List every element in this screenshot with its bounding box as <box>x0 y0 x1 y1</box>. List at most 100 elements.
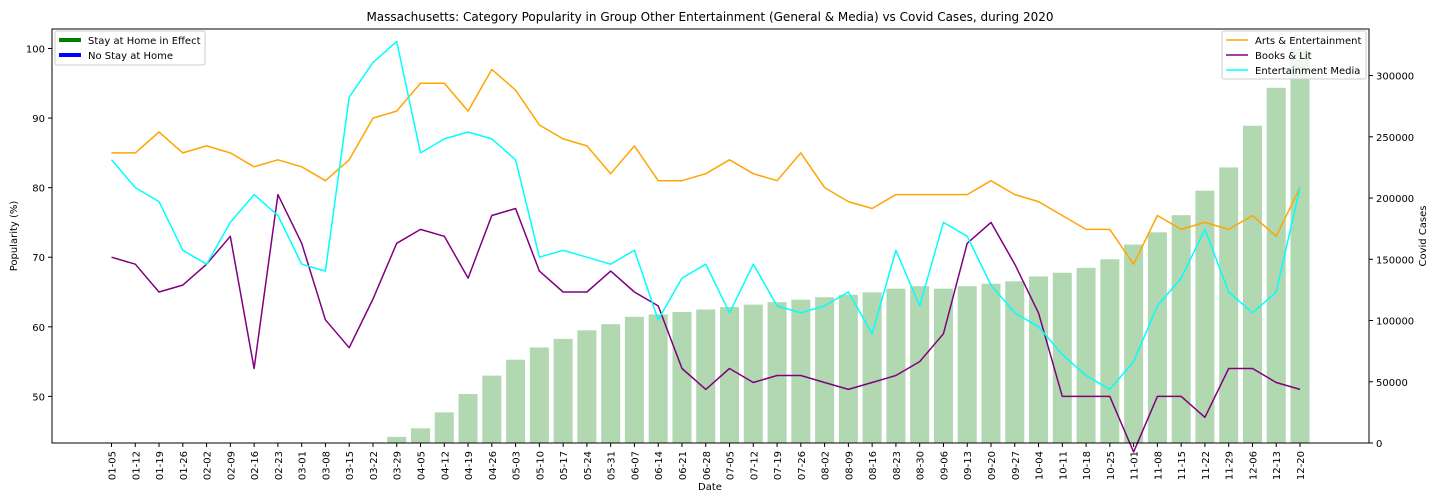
x-tick-label: 08-16 <box>868 451 879 480</box>
covid-cases-bar <box>1124 244 1144 443</box>
legend-label-stay-at-home: Stay at Home in Effect <box>88 36 201 47</box>
covid-cases-bar <box>1029 276 1049 443</box>
x-tick-label: 01-12 <box>131 451 142 480</box>
bars-layer <box>363 48 1310 444</box>
legend-right: Arts & Entertainment Books & Lit Enterta… <box>1221 30 1367 80</box>
covid-cases-bar <box>1242 125 1262 444</box>
x-tick-label: 11-08 <box>1153 451 1164 480</box>
covid-cases-bar <box>910 286 930 443</box>
y2-tick-label: 0 <box>1376 439 1382 450</box>
y-tick-label: 60 <box>32 323 45 334</box>
x-tick-label: 03-08 <box>321 451 332 480</box>
x-tick-label: 12-06 <box>1248 451 1259 480</box>
x-tick-label: 02-09 <box>226 451 237 480</box>
x-tick-label: 12-13 <box>1272 451 1283 480</box>
covid-cases-bar <box>1219 167 1239 444</box>
x-tick-label: 09-13 <box>963 451 974 480</box>
y2-tick-label: 100000 <box>1376 317 1414 328</box>
covid-cases-bar <box>791 299 811 443</box>
legend-label-arts-entertainment: Arts & Entertainment <box>1255 36 1361 47</box>
x-tick-label: 06-21 <box>678 451 689 480</box>
covid-cases-bar <box>624 316 644 443</box>
covid-cases-bar <box>529 347 549 443</box>
y-tick-label: 50 <box>32 392 45 403</box>
legend-label-entertainment-media: Entertainment Media <box>1255 66 1360 77</box>
x-tick-label: 06-14 <box>654 451 665 480</box>
x-tick-label: 11-15 <box>1177 451 1188 480</box>
series-line-entertainment-media <box>110 40 1301 391</box>
covid-cases-bar <box>743 304 763 443</box>
x-tick-label: 02-23 <box>274 451 285 480</box>
covid-cases-bar <box>1266 87 1286 443</box>
x-tick-label: 04-12 <box>440 451 451 480</box>
covid-cases-bar <box>1147 232 1167 443</box>
y-tick-label: 80 <box>32 184 45 195</box>
x-tick-label: 09-06 <box>939 451 950 480</box>
x-tick-label: 04-26 <box>488 451 499 480</box>
y2-axis-label: Covid Cases <box>1418 205 1429 266</box>
legend-right-frame <box>1221 30 1367 80</box>
x-tick-label: 06-28 <box>702 451 713 480</box>
x-tick-label: 10-25 <box>1106 451 1117 480</box>
covid-cases-bar <box>506 359 526 443</box>
covid-cases-bar <box>720 307 740 443</box>
covid-cases-bar <box>886 288 906 443</box>
y2-tick-label: 200000 <box>1376 194 1414 205</box>
covid-cases-bar <box>767 302 787 443</box>
x-tick-label: 01-26 <box>179 451 190 480</box>
plot-frame <box>51 28 1370 444</box>
x-tick-label: 05-24 <box>583 451 594 480</box>
x-tick-label: 03-01 <box>298 451 309 480</box>
x-tick-label: 07-26 <box>797 451 808 480</box>
y-tick-label: 90 <box>32 114 45 125</box>
x-tick-label: 07-12 <box>749 451 760 480</box>
covid-cases-bar <box>1290 48 1310 444</box>
x-tick-label: 12-20 <box>1296 451 1307 480</box>
covid-cases-bar <box>387 436 407 443</box>
series-line-books-lit <box>111 193 1301 453</box>
series-line-arts-entertainment <box>111 68 1301 265</box>
x-tick-label: 11-22 <box>1201 451 1212 480</box>
legend-left: Stay at Home in Effect No Stay at Home <box>54 30 206 66</box>
x-tick-label: 09-27 <box>1011 451 1022 480</box>
covid-cases-bar <box>482 375 502 443</box>
x-tick-label: 02-16 <box>250 451 261 480</box>
y2-tick-label: 150000 <box>1376 255 1414 266</box>
covid-cases-bar <box>601 324 621 443</box>
x-tick-label: 07-05 <box>726 451 737 480</box>
lines-layer <box>110 40 1301 453</box>
y-tick-label: 70 <box>32 253 45 264</box>
x-tick-label: 10-11 <box>1058 451 1069 480</box>
x-tick-label: 03-22 <box>369 451 380 480</box>
legend-left-frame <box>54 30 206 66</box>
covid-cases-bar <box>553 338 573 443</box>
covid-cases-bar <box>1195 190 1215 443</box>
x-tick-label: 08-30 <box>916 451 927 480</box>
x-tick-label: 05-03 <box>512 451 523 480</box>
covid-cases-bar <box>1171 215 1191 443</box>
covid-cases-bar <box>862 292 882 443</box>
x-tick-label: 08-23 <box>892 451 903 480</box>
x-tick-label: 03-15 <box>345 451 356 480</box>
x-tick-label: 09-20 <box>987 451 998 480</box>
x-tick-label: 05-10 <box>535 451 546 480</box>
x-tick-label: 05-17 <box>559 451 570 480</box>
covid-cases-bar <box>933 288 953 443</box>
chart-title: Massachusetts: Category Popularity in Gr… <box>366 10 1053 24</box>
x-tick-label: 11-01 <box>1130 451 1141 480</box>
x-tick-label: 01-19 <box>155 451 166 480</box>
x-tick-label: 04-19 <box>464 451 475 480</box>
legend-label-no-stay-at-home: No Stay at Home <box>88 51 173 62</box>
x-tick-label: 08-02 <box>821 451 832 480</box>
x-tick-label: 02-02 <box>203 451 214 480</box>
covid-cases-bar <box>815 297 835 443</box>
covid-cases-bar <box>577 330 597 443</box>
x-axis-label: Date <box>698 482 722 493</box>
covid-cases-bar <box>648 314 668 443</box>
x-tick-label: 06-07 <box>630 451 641 480</box>
y2-tick-label: 50000 <box>1376 378 1408 389</box>
covid-cases-bar <box>1100 259 1120 443</box>
x-tick-label: 03-29 <box>393 451 404 480</box>
covid-cases-bar <box>838 294 858 443</box>
